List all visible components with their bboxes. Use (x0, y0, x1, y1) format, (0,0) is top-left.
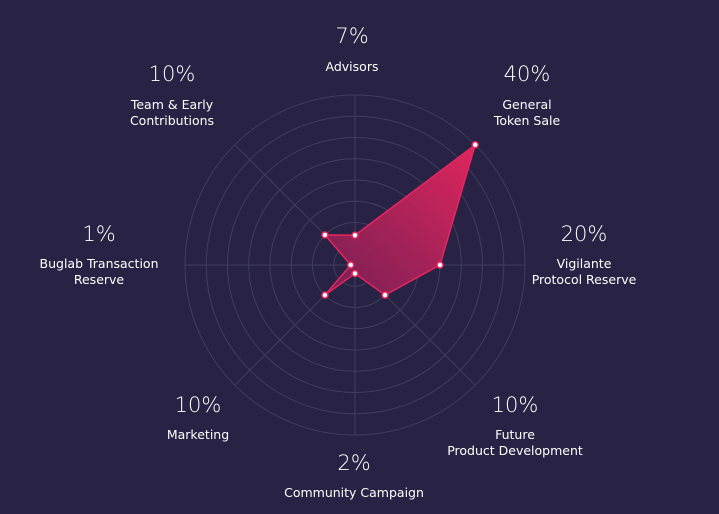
category-label: Buglab Transaction Reserve (39, 256, 159, 287)
value-label: 10% (174, 393, 222, 417)
data-point (321, 231, 329, 239)
category-label: Community Campaign (284, 485, 424, 500)
data-point (381, 291, 389, 299)
data-point (351, 231, 359, 239)
value-label: 2% (337, 451, 371, 475)
radar-area (323, 142, 477, 296)
category-label: Advisors (325, 59, 379, 74)
value-label: 20% (560, 222, 608, 246)
category-label: General Token Sale (493, 97, 561, 128)
category-label: Marketing (166, 427, 230, 442)
category-label: Team & Early Contributions (129, 97, 215, 128)
value-label: 10% (491, 393, 539, 417)
value-label: 1% (82, 222, 116, 246)
value-label: 10% (148, 62, 196, 86)
value-label: 40% (503, 62, 551, 86)
data-point (347, 261, 355, 269)
data-point (471, 141, 479, 149)
value-label: 7% (335, 24, 369, 48)
data-point (321, 291, 329, 299)
data-point (351, 269, 359, 278)
category-label: Vigilante Protocol Reserve (531, 256, 637, 287)
data-point (436, 261, 444, 269)
category-label: Future Product Development (447, 427, 583, 458)
